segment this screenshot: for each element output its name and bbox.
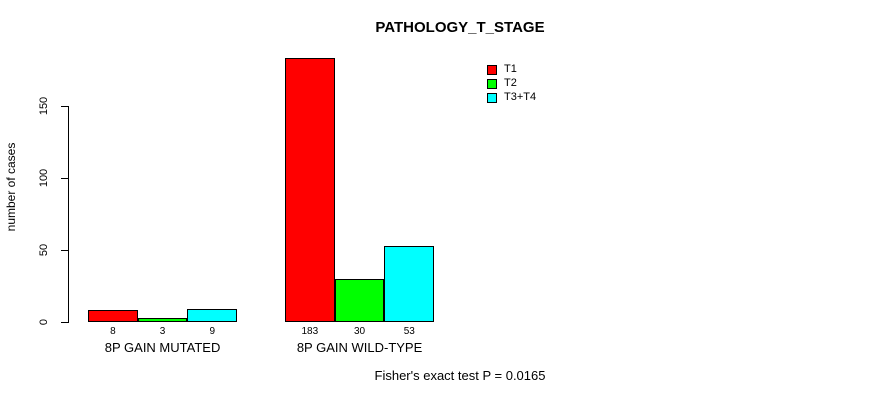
chart-title: PATHOLOGY_T_STAGE xyxy=(375,19,545,36)
bar-t2-group1 xyxy=(137,317,188,322)
y-axis-tick xyxy=(61,322,68,323)
y-axis-tick xyxy=(61,250,68,251)
y-tick-label: 100 xyxy=(38,168,50,188)
bar-t3-t4-group2 xyxy=(384,245,435,322)
bar-value-label: 30 xyxy=(353,326,366,337)
legend-item: T3+T4 xyxy=(487,92,536,103)
bar-value-label: 9 xyxy=(209,326,216,337)
legend-label: T1 xyxy=(504,63,517,75)
y-tick-label: 0 xyxy=(38,318,50,326)
legend-swatch xyxy=(487,92,497,103)
x-category-label: 8P GAIN WILD-TYPE xyxy=(296,340,423,355)
y-tick-label: 50 xyxy=(38,243,50,257)
bar-value-label: 3 xyxy=(159,326,166,337)
legend-swatch xyxy=(487,64,497,75)
y-axis-line xyxy=(68,106,69,323)
bar-t3-t4-group1 xyxy=(187,309,238,322)
legend-swatch xyxy=(487,78,497,89)
bar-value-label: 183 xyxy=(301,326,319,337)
legend-label: T2 xyxy=(504,77,517,89)
legend-item: T2 xyxy=(487,78,517,89)
legend-label: T3+T4 xyxy=(504,91,537,103)
x-category-label: 8P GAIN MUTATED xyxy=(104,340,221,355)
bar-t1-group1 xyxy=(88,310,138,322)
y-axis-tick xyxy=(61,178,68,179)
bar-value-label: 8 xyxy=(110,326,116,337)
bar-t1-group2 xyxy=(285,58,335,322)
bar-t2-group2 xyxy=(334,278,385,322)
y-axis-tick xyxy=(61,106,68,107)
y-tick-label: 150 xyxy=(38,96,50,116)
bar-value-label: 53 xyxy=(403,326,415,337)
legend-item: T1 xyxy=(487,64,517,75)
fisher-test-annotation: Fisher's exact test P = 0.0165 xyxy=(374,368,546,383)
